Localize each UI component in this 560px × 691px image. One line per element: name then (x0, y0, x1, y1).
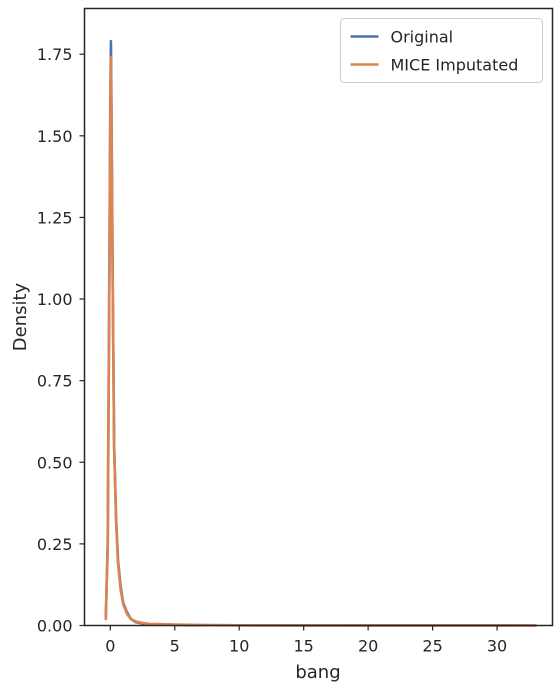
y-tick-label: 1.50 (37, 127, 73, 146)
y-tick-label: 0.00 (37, 617, 73, 636)
y-tick-label: 1.75 (37, 45, 73, 64)
y-tick-label: 1.00 (37, 290, 73, 309)
y-tick-label: 1.25 (37, 208, 73, 227)
legend-label: Original (391, 28, 454, 47)
x-axis-label: bang (295, 662, 340, 683)
x-tick-label: 0 (105, 637, 115, 656)
x-tick-label: 5 (170, 637, 180, 656)
x-tick-label: 20 (358, 637, 378, 656)
legend-label: MICE Imputated (391, 56, 519, 75)
legend: Original MICE Imputated (341, 19, 543, 83)
y-tick-label: 0.25 (37, 535, 73, 554)
y-tick-label: 0.75 (37, 372, 73, 391)
x-tick-label: 15 (293, 637, 313, 656)
y-axis-label: Density (10, 282, 31, 351)
y-tick-label: 0.50 (37, 453, 73, 472)
x-tick-label: 30 (487, 637, 507, 656)
x-tick-label: 25 (422, 637, 442, 656)
x-tick-label: 10 (229, 637, 249, 656)
